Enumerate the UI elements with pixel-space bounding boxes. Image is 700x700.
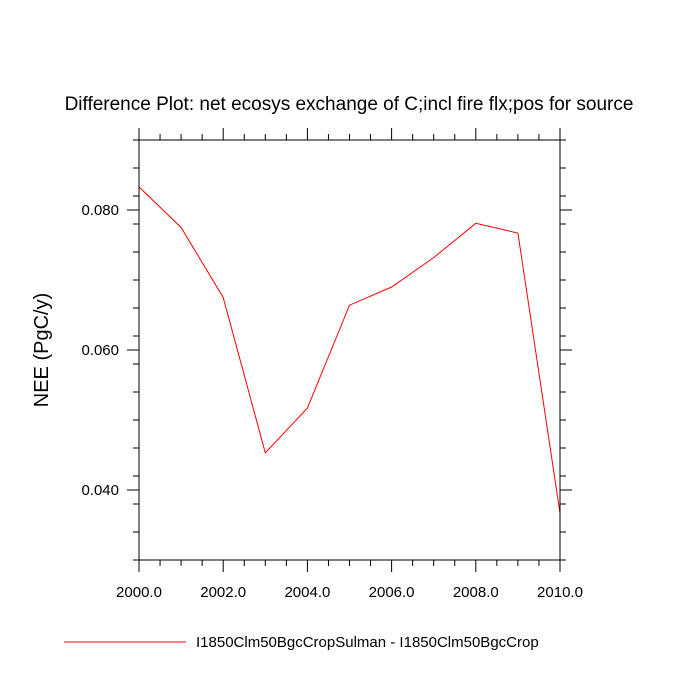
x-tick-label: 2010.0: [537, 584, 583, 601]
y-tick-label: 0.040: [81, 482, 119, 499]
minor-ticks: [133, 134, 566, 566]
x-tick-label: 2004.0: [284, 584, 330, 601]
plot-frame: [138, 139, 561, 561]
chart-title: Difference Plot: net ecosys exchange of …: [65, 94, 634, 115]
tick-labels: 2000.0 2002.0 2004.0 2006.0 2008.0 2010.0 0.04…: [81, 202, 582, 601]
legend-label: I1850Clm50BgcCropSulman - I1850Clm50BgcC…: [196, 634, 539, 651]
x-tick-label: 2002.0: [200, 584, 246, 601]
series-layer: [138, 186, 561, 514]
x-tick-label: 2000.0: [116, 584, 162, 601]
y-tick-label: 0.080: [81, 202, 119, 219]
legend: I1850Clm50BgcCropSulman - I1850Clm50BgcC…: [64, 634, 539, 651]
series-line: [138, 186, 561, 514]
x-tick-label: 2006.0: [369, 584, 415, 601]
major-ticks: [127, 128, 572, 572]
y-tick-label: 0.060: [81, 342, 119, 359]
x-tick-label: 2008.0: [453, 584, 499, 601]
y-axis-label: NEE (PgC/y): [31, 293, 53, 407]
